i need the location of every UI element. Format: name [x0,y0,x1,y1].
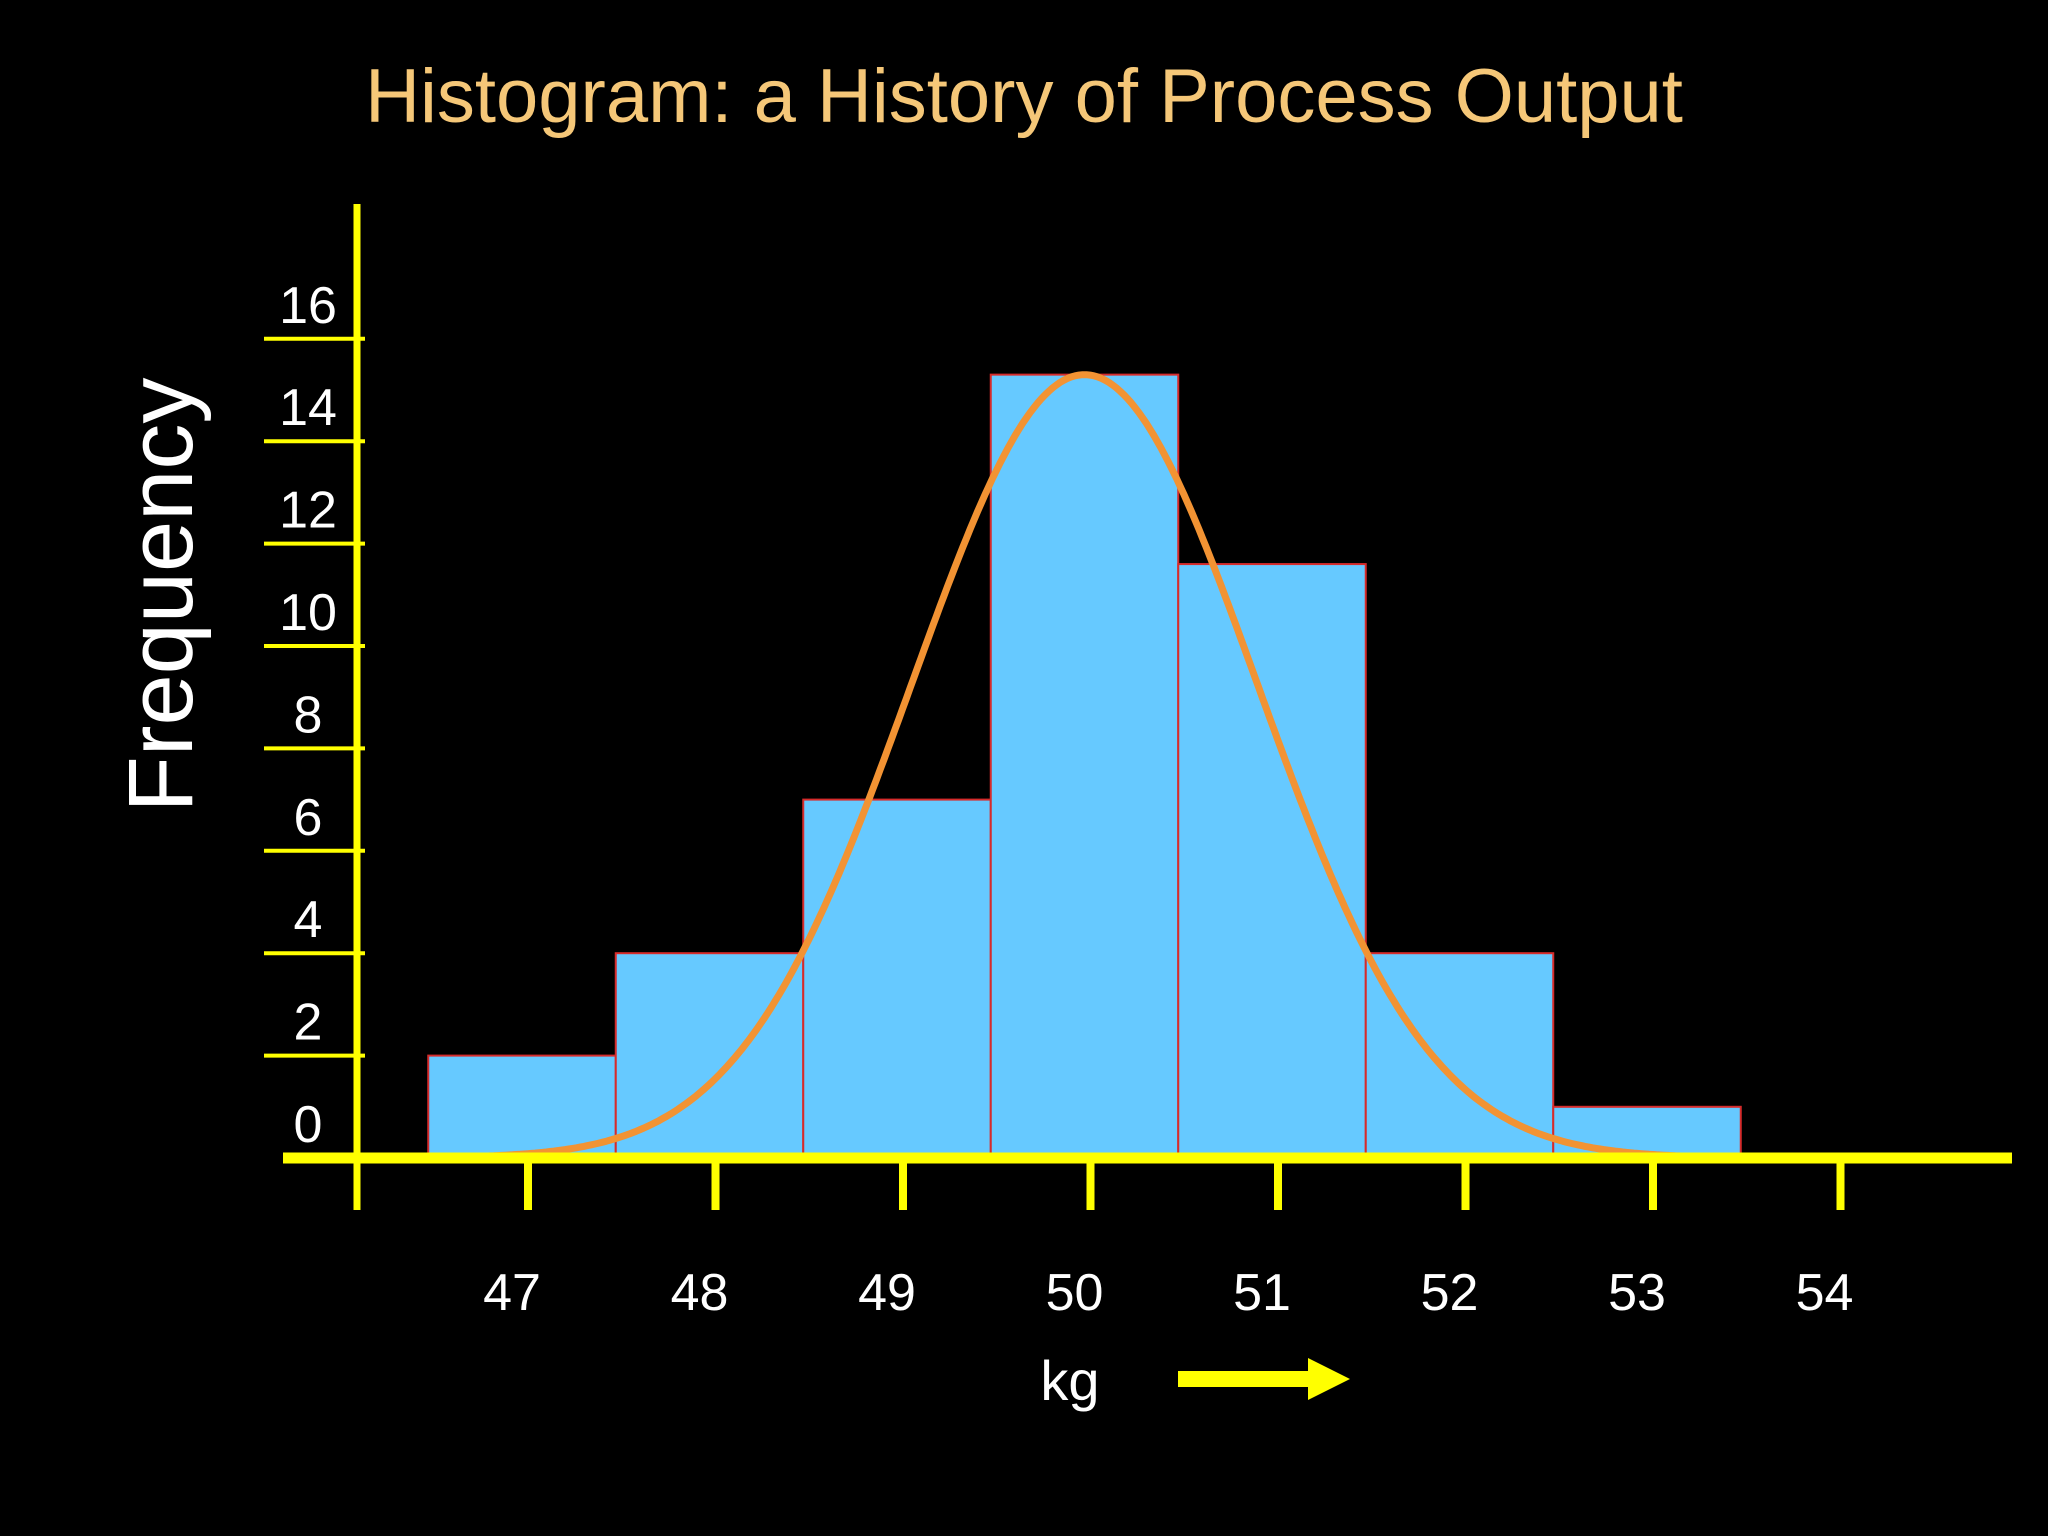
y-tick-label: 14 [279,379,337,437]
y-axis-label: Frequency [110,378,212,813]
bar-50 [989,373,1180,1159]
y-tick-label: 4 [294,891,323,949]
x-tick-label: 48 [671,1264,729,1322]
bar-53 [1552,1105,1742,1160]
y-ticks: 0 2 4 6 8 10 12 14 16 [264,277,365,1154]
normal-curve [415,371,1754,1161]
bar-47 [427,1054,617,1159]
x-tick-label: 47 [483,1264,541,1322]
y-tick-label: 12 [279,482,337,540]
right-arrow-icon [1178,1358,1350,1400]
y-tick-label: 2 [294,994,323,1052]
x-tick-label: 52 [1421,1264,1479,1322]
bar-51 [1177,563,1367,1159]
x-tick-label: 54 [1796,1264,1854,1322]
x-tick-label: 49 [858,1264,916,1322]
x-tick-label: 50 [1046,1264,1104,1322]
y-tick-label: 10 [279,584,337,642]
y-tick-label: 8 [294,686,323,744]
arrow-shaft [1178,1371,1313,1387]
arrow-head [1308,1358,1350,1400]
axes [283,204,2012,1210]
normal-curve-overlay [415,371,1754,1161]
chart-title: Histogram: a History of Process Output [365,54,1683,139]
y-tick-label: 0 [294,1096,323,1154]
x-tick-label: 53 [1608,1264,1666,1322]
x-tick-label: 51 [1233,1264,1291,1322]
bar-49 [802,798,992,1159]
x-ticks: 47 48 49 50 51 52 53 54 [483,1158,1853,1322]
bars [427,373,1742,1160]
x-axis-label: kg [1040,1349,1099,1412]
y-tick-label: 16 [279,277,337,335]
y-tick-label: 6 [294,789,323,847]
